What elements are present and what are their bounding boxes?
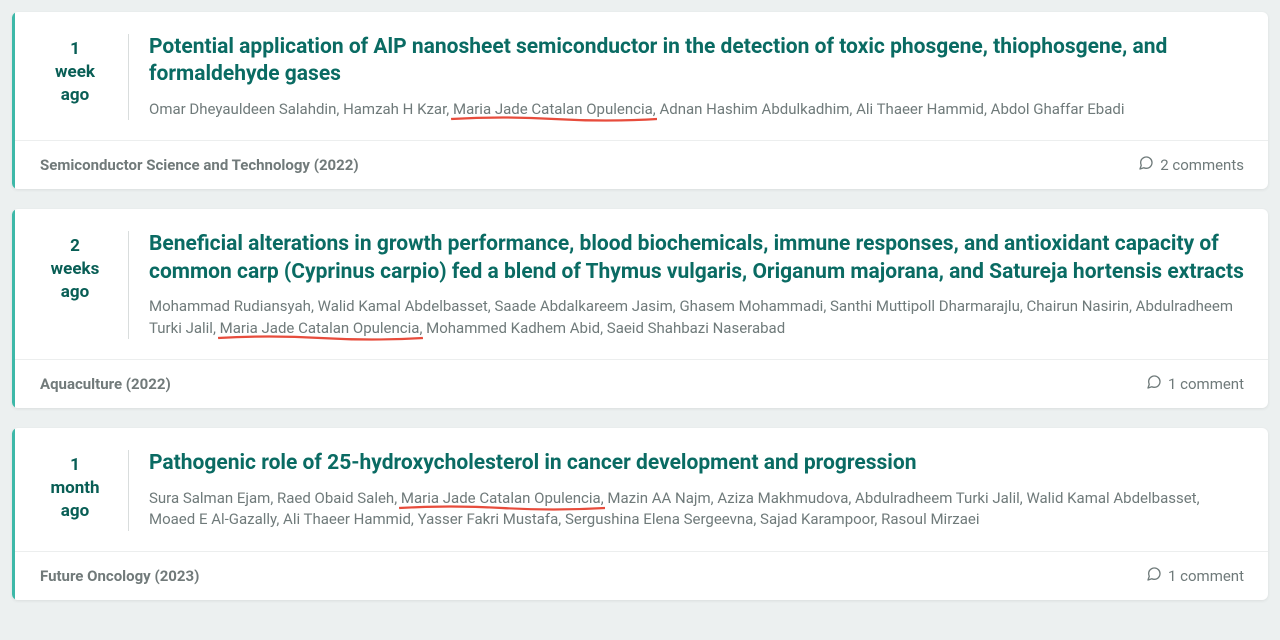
timestamp-unit: weeks [30, 258, 120, 281]
source-journal: Future Oncology (2023) [40, 567, 199, 585]
author: Chairun Nasirin [1027, 297, 1129, 315]
author: Ali Thaeer Hammid [856, 100, 984, 118]
publication-title[interactable]: Pathogenic role of 25-hydroxycholesterol… [149, 450, 1244, 477]
comments-count: 2 comments [1160, 156, 1244, 174]
publication-card: 2weeksago Beneficial alterations in growt… [12, 209, 1268, 408]
author: Saeid Shahbazi Naserabad [607, 319, 785, 337]
publication-list: 1weekagoPotential application of AlP nan… [12, 12, 1268, 600]
author: Rasoul Mirzaei [881, 510, 979, 528]
author: Omar Dheyauldeen Salahdin [149, 100, 336, 118]
card-body: 1weekago Potential application of AlP nan… [12, 12, 1268, 140]
author: Mazin AA Najm [607, 489, 710, 507]
timestamp-suffix: ago [30, 84, 120, 107]
author: Mohammad Rudiansyah [149, 297, 311, 315]
card-footer: Semiconductor Science and Technology (20… [12, 140, 1268, 189]
author-list: Sura Salman Ejam, Raed Obaid Saleh, Mari… [149, 488, 1244, 532]
author: Aziza Makhmudova [717, 489, 848, 507]
highlighted-author: Maria Jade Catalan Opulencia [401, 489, 601, 507]
timestamp-suffix: ago [30, 281, 120, 304]
comment-icon [1146, 566, 1162, 586]
author: Sajad Karampoor [760, 510, 874, 528]
card-footer: Aquaculture (2022) 1 comment [12, 359, 1268, 408]
author: Ghasem Mohammadi [679, 297, 823, 315]
card-content: Pathogenic role of 25-hydroxycholesterol… [149, 450, 1244, 531]
vertical-divider [128, 231, 129, 339]
author-list: Omar Dheyauldeen Salahdin, Hamzah H Kzar… [149, 99, 1244, 121]
comment-icon [1138, 155, 1154, 175]
author: Moaed E Al-Gazally [149, 510, 276, 528]
card-body: 1monthago Pathogenic role of 25-hydroxych… [12, 428, 1268, 551]
author: Abdol Ghaffar Ebadi [991, 100, 1125, 118]
comments-link[interactable]: 2 comments [1138, 155, 1244, 175]
vertical-divider [128, 450, 129, 531]
comments-link[interactable]: 1 comment [1146, 374, 1244, 394]
timestamp: 1monthago [30, 450, 120, 531]
timestamp-value: 2 [30, 235, 120, 258]
card-body: 2weeksago Beneficial alterations in growt… [12, 209, 1268, 359]
timestamp: 1weekago [30, 34, 120, 120]
author: Ali Thaeer Hammid [283, 510, 411, 528]
comments-link[interactable]: 1 comment [1146, 566, 1244, 586]
author: Adnan Hashim Abdulkadhim [659, 100, 849, 118]
card-footer: Future Oncology (2023) 1 comment [12, 551, 1268, 600]
publication-card: 1weekago Potential application of AlP nan… [12, 12, 1268, 189]
card-content: Beneficial alterations in growth perform… [149, 231, 1244, 339]
author: Yasser Fakri Mustafa [418, 510, 559, 528]
comments-count: 1 comment [1168, 375, 1244, 393]
author: Raed Obaid Saleh [277, 489, 394, 507]
author: Santhi Muttipoll Dharmarajlu [830, 297, 1020, 315]
comments-count: 1 comment [1168, 567, 1244, 585]
author: Saade Abdalkareem Jasim [494, 297, 672, 315]
publication-title[interactable]: Potential application of AlP nanosheet s… [149, 34, 1244, 89]
author: Mohammed Kadhem Abid [426, 319, 600, 337]
source-journal: Aquaculture (2022) [40, 375, 171, 393]
timestamp: 2weeksago [30, 231, 120, 339]
vertical-divider [128, 34, 129, 120]
author: Walid Kamal Abdelbasset [1026, 489, 1196, 507]
author: Walid Kamal Abdelbasset [318, 297, 488, 315]
author: Sura Salman Ejam [149, 489, 270, 507]
source-journal: Semiconductor Science and Technology (20… [40, 156, 359, 174]
comment-icon [1146, 374, 1162, 394]
timestamp-suffix: ago [30, 500, 120, 523]
timestamp-value: 1 [30, 38, 120, 61]
publication-card: 1monthago Pathogenic role of 25-hydroxych… [12, 428, 1268, 600]
highlighted-author: Maria Jade Catalan Opulencia [453, 100, 653, 118]
highlighted-author: Maria Jade Catalan Opulencia [220, 319, 420, 337]
publication-title[interactable]: Beneficial alterations in growth perform… [149, 231, 1244, 286]
author-list: Mohammad Rudiansyah, Walid Kamal Abdelba… [149, 296, 1244, 340]
timestamp-unit: month [30, 477, 120, 500]
timestamp-value: 1 [30, 454, 120, 477]
author: Abdulradheem Turki Jalil [855, 489, 1020, 507]
author: Hamzah H Kzar [343, 100, 446, 118]
card-content: Potential application of AlP nanosheet s… [149, 34, 1244, 120]
timestamp-unit: week [30, 61, 120, 84]
author: Sergushina Elena Sergeevna [565, 510, 753, 528]
